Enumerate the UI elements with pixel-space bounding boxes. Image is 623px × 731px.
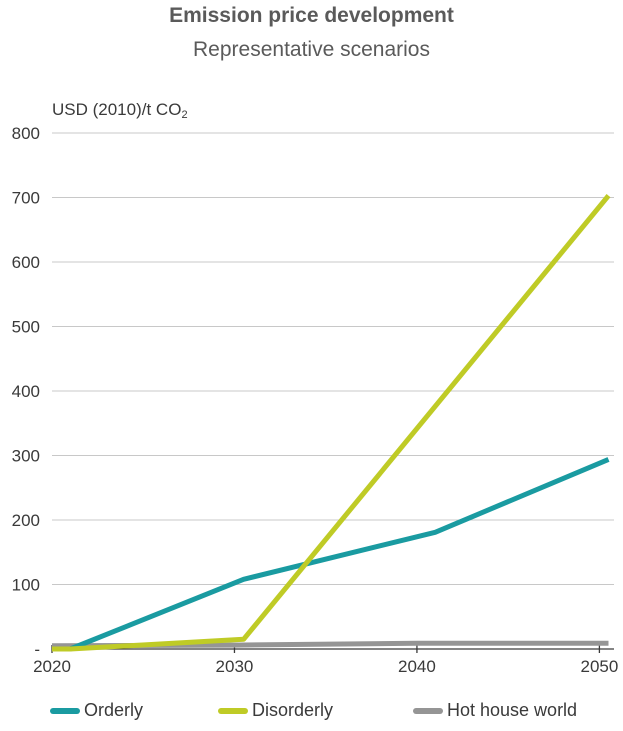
y-tick-label-100: 100 (12, 576, 40, 595)
y-tick-label-800: 800 (12, 124, 40, 143)
x-tick-label-2030: 2030 (216, 657, 254, 676)
series-line-disorderly (52, 194, 611, 652)
y-tick-label-600: 600 (12, 253, 40, 272)
y-tick-label-200: 200 (12, 511, 40, 530)
chart-title: Emission price development (169, 4, 454, 27)
series-line-orderly (52, 457, 610, 652)
chart-legend: Orderly Disorderly Hot house world (0, 700, 623, 728)
y-tick-label-400: 400 (12, 382, 40, 401)
line-chart: - 100 200 300 400 500 600 700 800 2020 2030 2040 205… (12, 124, 619, 676)
legend-label: Hot house world (447, 700, 578, 720)
chart-subtitle: Representative scenarios (193, 38, 430, 61)
legend-swatch (413, 707, 443, 714)
x-tick-label-2040: 2040 (398, 657, 436, 676)
legend-swatch (50, 707, 80, 714)
y-tick-label-0: - (34, 640, 40, 659)
y-tick-label-700: 700 (12, 189, 40, 208)
legend-item-disorderly: Disorderly (218, 700, 333, 721)
y-tick-label-300: 300 (12, 447, 40, 466)
x-tick-label-2020: 2020 (33, 657, 71, 676)
y-tick-label-500: 500 (12, 318, 40, 337)
legend-item-hot-house-world: Hot house world (413, 700, 577, 721)
legend-item-orderly: Orderly (50, 700, 143, 721)
y-axis-label-main: USD (2010)/t CO (52, 100, 182, 119)
x-tick-label-2050: 2050 (580, 657, 618, 676)
legend-label: Disorderly (252, 700, 334, 720)
y-axis-label-subscript: 2 (181, 109, 188, 121)
legend-label: Orderly (84, 700, 144, 720)
legend-swatch (218, 707, 248, 714)
y-axis-label: USD (2010)/t CO2 (52, 100, 188, 121)
